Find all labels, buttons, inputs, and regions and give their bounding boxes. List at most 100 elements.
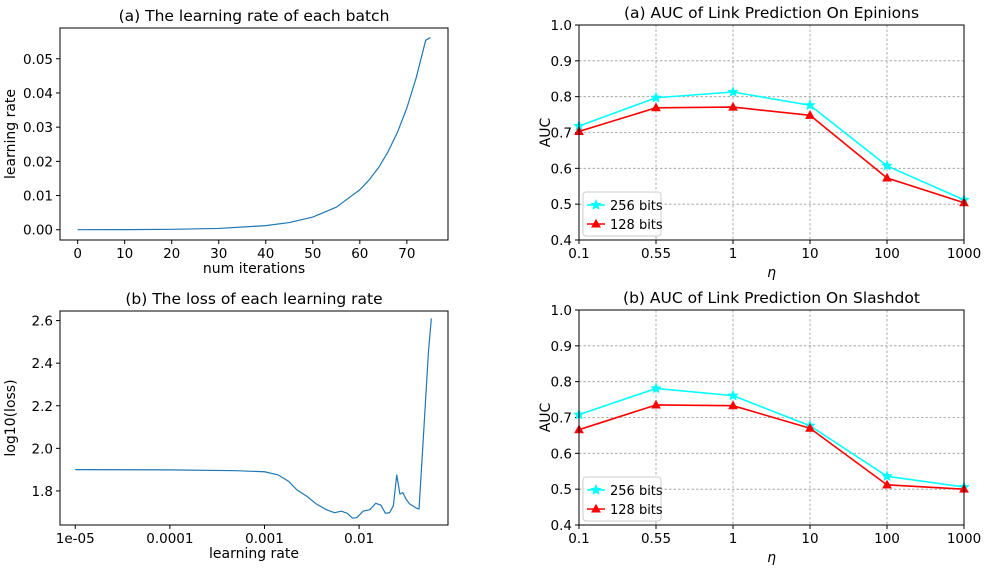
- x-tick-label: 30: [210, 246, 227, 262]
- y-tick-label: 2.6: [32, 314, 53, 330]
- data-point: [728, 400, 738, 410]
- y-tick-label: 0.4: [551, 518, 572, 534]
- data-point: [728, 101, 738, 111]
- y-tick-label: 0.05: [23, 52, 53, 68]
- x-tick-label: 0.001: [245, 531, 284, 547]
- x-ticks: 0 10 20 30 40 50 60 70: [73, 240, 415, 262]
- x-axis-label: learning rate: [209, 546, 299, 562]
- legend-label: 256 bits: [610, 484, 663, 499]
- legend-marker: [591, 503, 601, 513]
- legend-label: 128 bits: [610, 218, 663, 233]
- y-tick-label: 0.00: [23, 223, 53, 239]
- x-tick-label: 0.55: [641, 531, 671, 547]
- y-tick-label: 0.02: [23, 154, 53, 170]
- data-point: [805, 110, 815, 119]
- series-group: [573, 382, 970, 493]
- axes-frame: [59, 310, 449, 526]
- x-tick-label: 10: [116, 246, 133, 262]
- data-point: [650, 382, 662, 394]
- data-point: [881, 470, 893, 482]
- chart-title: (b) The loss of each learning rate: [125, 290, 382, 308]
- chart-lr-batch: 0 10 20 30 40 50 60 70 0.00 0.01 0.02 0.03 0.04 0.05 (…: [3, 7, 449, 277]
- data-point: [881, 159, 893, 171]
- x-tick-label: 0.55: [641, 246, 671, 262]
- series-line: [75, 318, 432, 519]
- series-group: [573, 86, 970, 207]
- x-tick-label: 0.0001: [146, 531, 193, 547]
- series-line: [77, 37, 431, 231]
- x-tick-label: 60: [351, 246, 368, 262]
- legend-label: 256 bits: [610, 199, 663, 214]
- legend-box: [582, 476, 662, 522]
- y-axis-label: AUC: [538, 402, 554, 432]
- data-point: [651, 399, 661, 409]
- data-point: [651, 102, 661, 112]
- y-tick-label: 0.6: [551, 161, 572, 177]
- x-tick-label: 0.01: [344, 531, 374, 547]
- y-ticks: 0.4 0.5 0.6 0.7 0.8 0.9 1.0: [551, 18, 579, 249]
- chart-auc-epinions: 0.1 0.55 1 10 100 1000 0.4 0.5 0.6 0.7 0.8 0.9 1.0 (a…: [538, 4, 981, 281]
- x-axis-label: num iterations: [203, 261, 305, 277]
- y-tick-label: 0.7: [551, 126, 572, 142]
- y-ticks: 1.8 2.0 2.2 2.4 2.6: [32, 314, 60, 500]
- y-tick-label: 2.0: [32, 441, 53, 457]
- data-point: [804, 99, 816, 111]
- y-tick-label: 0.9: [551, 339, 572, 355]
- y-tick-label: 0.03: [23, 120, 53, 136]
- data-point: [727, 389, 739, 401]
- y-tick-label: 0.6: [551, 446, 572, 462]
- chart-loss-lr: 1e-05 0.0001 0.001 0.01 1.8 2.0 2.2 2.4 2.6 (b) T…: [3, 290, 449, 562]
- chart-auc-slashdot: 0.1 0.55 1 10 100 1000 0.4 0.5 0.6 0.7 0.8 0.9 1.0 (b…: [538, 289, 981, 566]
- y-tick-label: 0.04: [23, 86, 53, 102]
- y-tick-label: 0.9: [551, 54, 572, 70]
- x-tick-label: 100: [874, 531, 900, 547]
- legend: 256 bits 128 bits: [582, 191, 663, 237]
- y-axis-label: log10(loss): [3, 379, 19, 456]
- legend: 256 bits 128 bits: [582, 476, 663, 522]
- y-tick-label: 1.0: [551, 303, 572, 319]
- x-tick-label: 100: [874, 246, 900, 262]
- series-group: [77, 37, 431, 231]
- x-tick-label: 0.1: [568, 246, 589, 262]
- y-tick-label: 2.4: [32, 356, 53, 372]
- x-tick-label: 1e-05: [56, 531, 95, 547]
- y-tick-label: 1.8: [32, 484, 53, 500]
- y-tick-label: 0.4: [551, 233, 572, 249]
- x-tick-label: 10: [801, 246, 818, 262]
- chart-title: (a) AUC of Link Prediction On Epinions: [624, 4, 919, 22]
- x-ticks: 1e-05 0.0001 0.001 0.01: [56, 525, 374, 547]
- chart-title: (a) The learning rate of each batch: [119, 7, 390, 25]
- x-tick-label: 1: [729, 246, 738, 262]
- x-tick-label: 1000: [947, 531, 981, 547]
- x-tick-label: 70: [398, 246, 415, 262]
- x-axis-label: η: [767, 550, 776, 566]
- data-point: [882, 172, 892, 182]
- x-tick-label: 0.1: [568, 531, 589, 547]
- chart-title: (b) AUC of Link Prediction On Slashdot: [623, 289, 920, 307]
- x-ticks: 0.1 0.55 1 10 100 1000: [568, 525, 981, 547]
- y-ticks: 0.4 0.5 0.6 0.7 0.8 0.9 1.0: [551, 303, 579, 534]
- x-tick-label: 1000: [947, 246, 981, 262]
- x-tick-label: 50: [304, 246, 321, 262]
- series-line: [578, 404, 965, 490]
- x-tick-label: 0: [73, 246, 82, 262]
- x-tick-label: 40: [257, 246, 274, 262]
- series-line: [578, 387, 965, 488]
- x-ticks: 0.1 0.55 1 10 100 1000: [568, 240, 981, 262]
- series-group: [75, 318, 432, 519]
- x-tick-label: 20: [163, 246, 180, 262]
- legend-marker: [591, 218, 601, 228]
- axes-frame: [578, 24, 965, 241]
- x-tick-label: 1: [729, 531, 738, 547]
- axes-frame: [59, 27, 449, 241]
- y-ticks: 0.00 0.01 0.02 0.03 0.04 0.05: [23, 52, 60, 239]
- legend-marker: [590, 199, 602, 210]
- data-point: [805, 423, 815, 432]
- y-tick-label: 0.5: [551, 482, 572, 498]
- axes-frame: [578, 309, 965, 526]
- y-tick-label: 1.0: [551, 18, 572, 34]
- y-tick-label: 0.01: [23, 189, 53, 205]
- data-point: [650, 91, 662, 103]
- y-axis-label: AUC: [538, 117, 554, 147]
- legend-label: 128 bits: [610, 503, 663, 518]
